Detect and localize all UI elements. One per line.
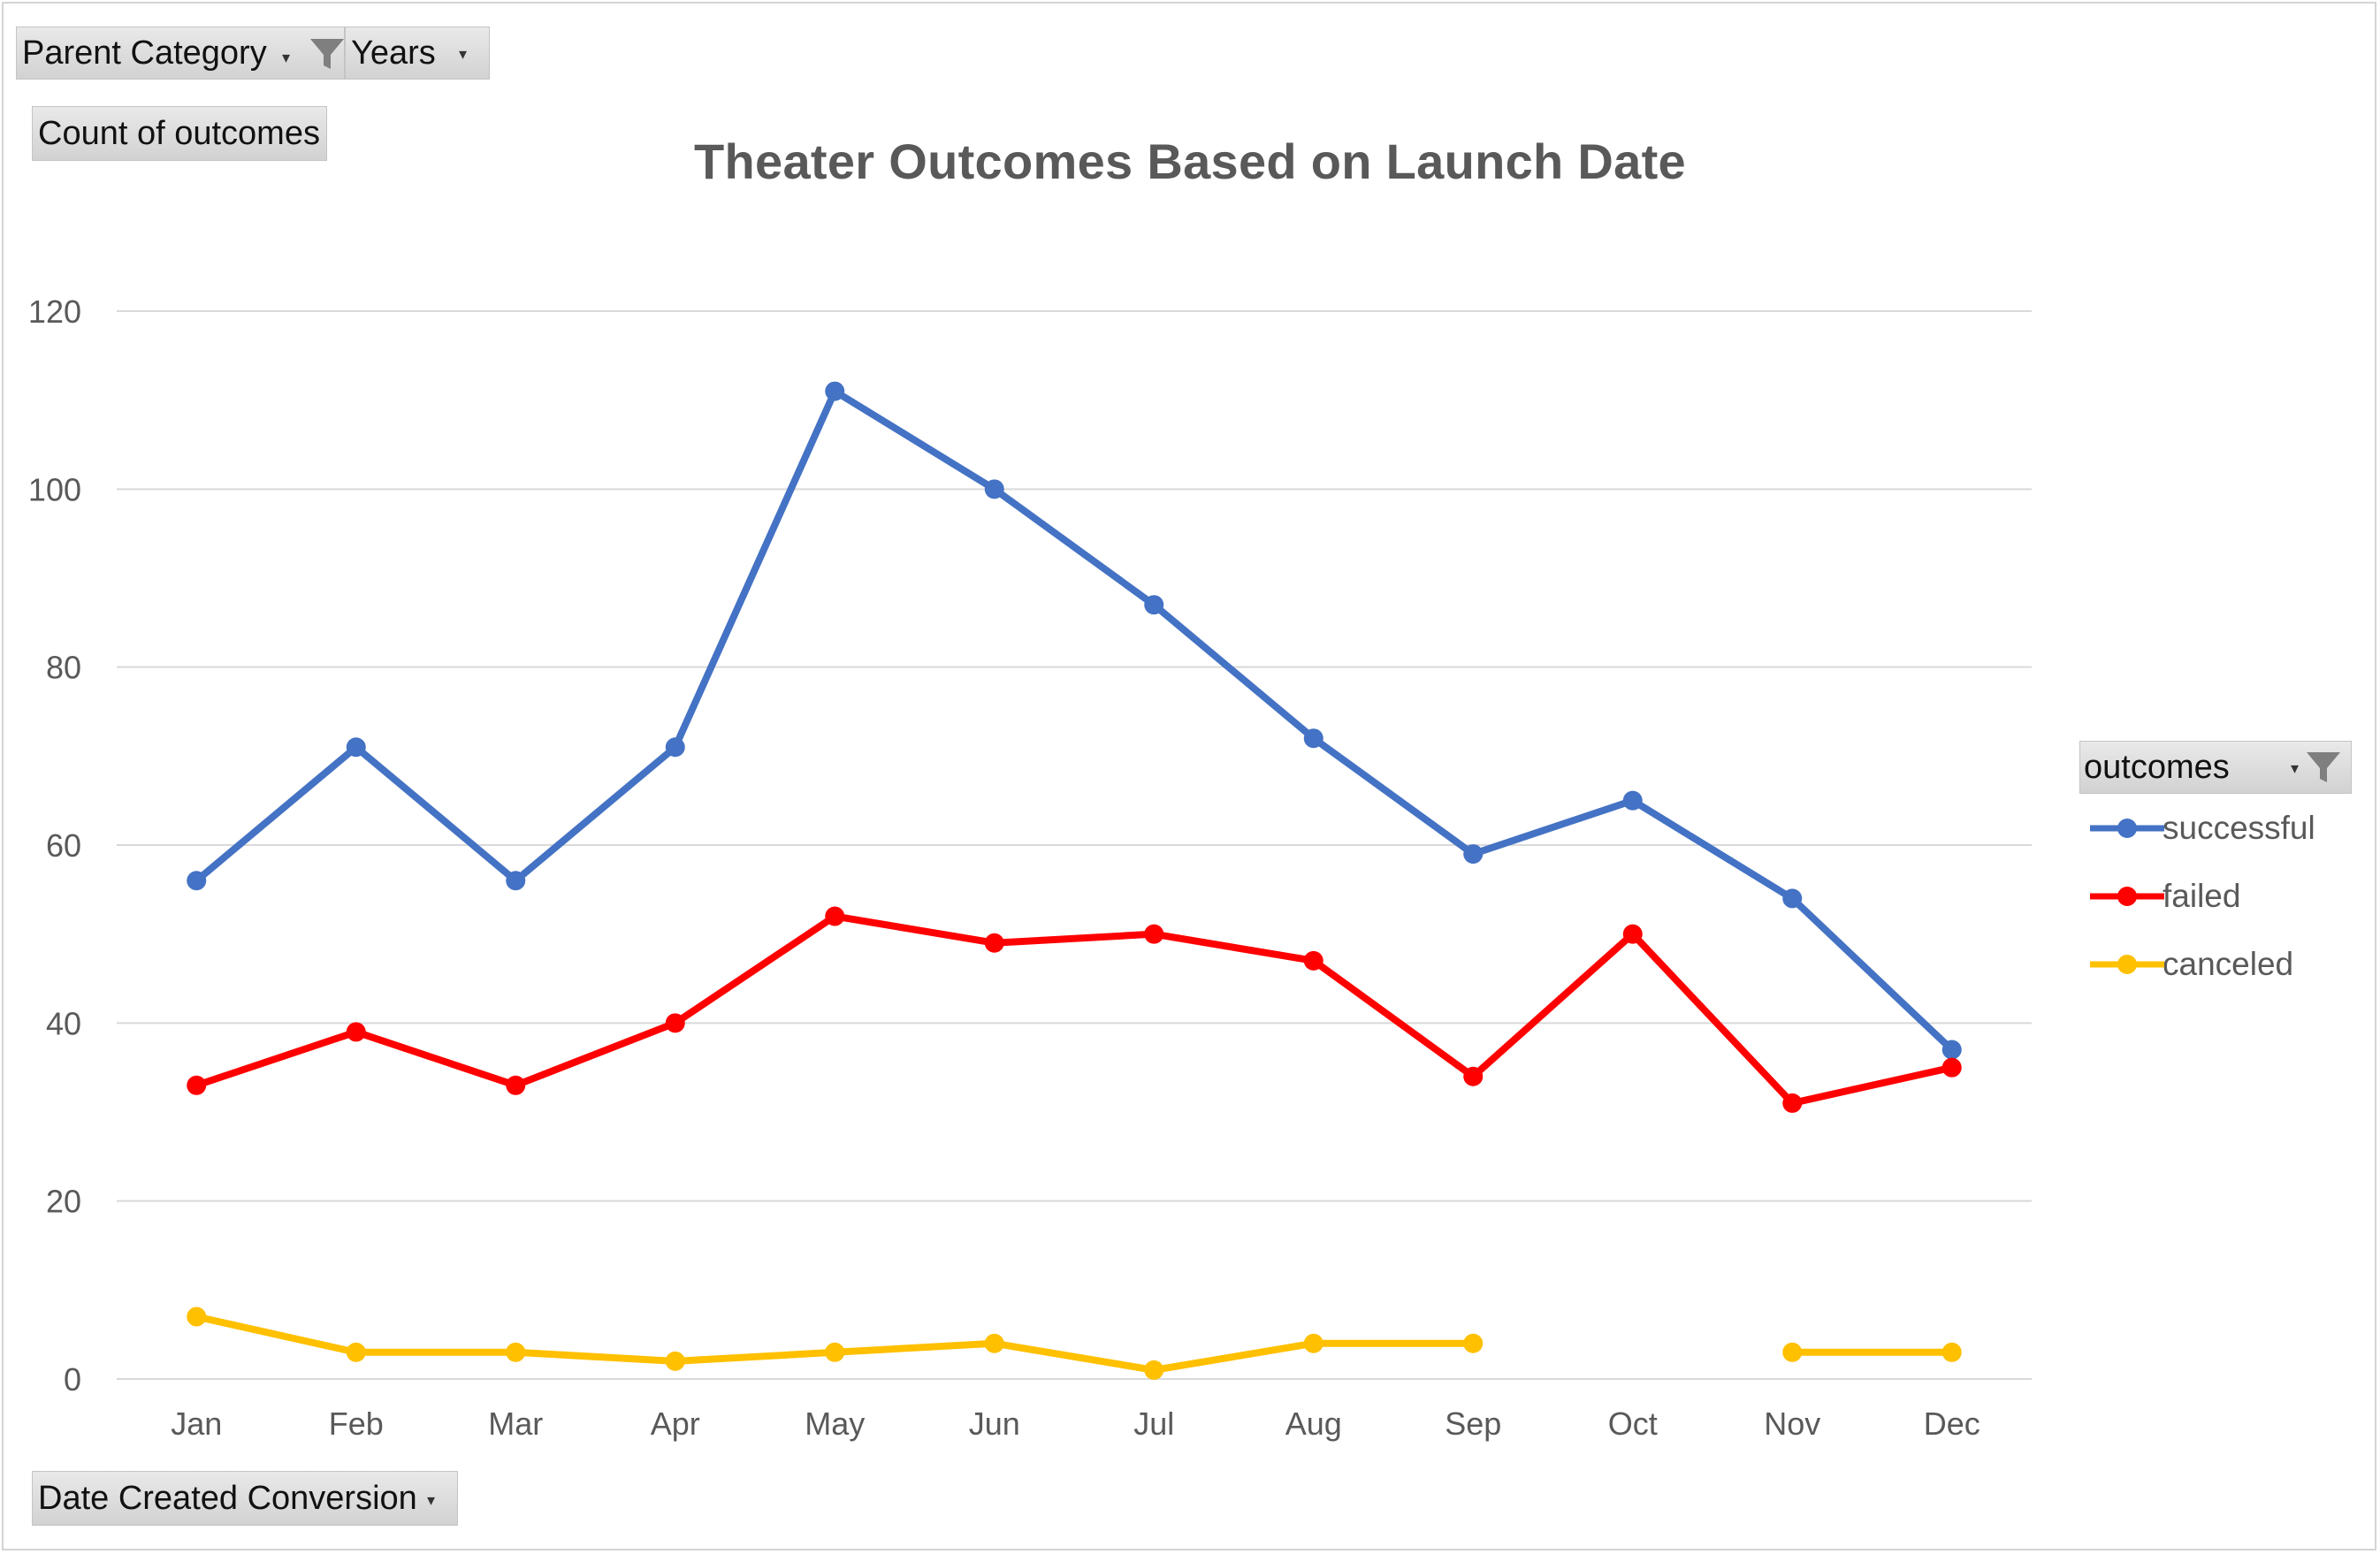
- data-point-successful-Dec[interactable]: [1941, 1040, 1962, 1060]
- data-point-canceled-Jan[interactable]: [187, 1306, 207, 1327]
- x-tick-label: Jun: [969, 1405, 1020, 1442]
- x-tick-label: May: [805, 1405, 865, 1442]
- data-point-successful-Nov[interactable]: [1782, 888, 1803, 909]
- legend-label-successful: successful: [2163, 809, 2315, 846]
- years-label: Years: [351, 34, 436, 72]
- dropdown-arrow-icon: ▾: [459, 45, 468, 63]
- dropdown-arrow-icon: ▾: [282, 49, 291, 66]
- data-point-failed-Feb[interactable]: [346, 1022, 366, 1042]
- data-point-successful-Jan[interactable]: [187, 871, 207, 891]
- legend-swatch-failed: [2090, 886, 2164, 906]
- data-point-successful-Oct[interactable]: [1622, 790, 1643, 811]
- legend-item-canceled: canceled: [2079, 930, 2352, 998]
- years-filter-button[interactable]: Years ▾: [345, 27, 490, 80]
- dropdown-arrow-icon: ▾: [2291, 759, 2300, 777]
- data-point-failed-Oct[interactable]: [1622, 924, 1643, 944]
- data-point-canceled-Jul[interactable]: [1144, 1360, 1164, 1380]
- y-axis-ticks: 0 20 40 60 80 100 120: [28, 293, 81, 1398]
- parent-category-label: Parent Category: [22, 34, 267, 72]
- legend: outcomes ▾ successful failed canceled: [2079, 741, 2352, 998]
- data-point-failed-Jan[interactable]: [187, 1075, 207, 1095]
- series-successful: [187, 381, 1962, 1060]
- legend-label-canceled: canceled: [2163, 945, 2294, 982]
- x-tick-label: Mar: [488, 1405, 543, 1442]
- data-point-canceled-Apr[interactable]: [665, 1351, 685, 1371]
- x-tick-label: Feb: [329, 1405, 384, 1442]
- y-tick-label: 100: [28, 471, 81, 507]
- dropdown-arrow-icon: ▾: [427, 1491, 436, 1509]
- data-point-successful-May[interactable]: [825, 381, 845, 401]
- data-point-failed-Dec[interactable]: [1941, 1057, 1962, 1078]
- date-created-conversion-label: Date Created Conversion: [38, 1479, 417, 1517]
- x-axis-ticks: Jan Feb Mar Apr May Jun Jul Aug Sep Oct Nov Dec: [171, 1405, 1980, 1442]
- data-point-failed-Jun[interactable]: [984, 933, 1004, 953]
- x-tick-label: Sep: [1445, 1405, 1501, 1442]
- y-tick-label: 0: [64, 1361, 81, 1398]
- x-tick-label: Oct: [1608, 1405, 1658, 1442]
- data-point-successful-Mar[interactable]: [506, 871, 526, 891]
- date-created-conversion-button[interactable]: Date Created Conversion ▾: [32, 1471, 458, 1526]
- data-point-successful-Feb[interactable]: [346, 737, 366, 758]
- x-tick-label: Jan: [171, 1405, 222, 1442]
- data-point-canceled-May[interactable]: [825, 1342, 845, 1362]
- series-line-failed: [193, 912, 1956, 1107]
- data-point-failed-Apr[interactable]: [665, 1013, 685, 1033]
- data-point-canceled-Sep[interactable]: [1463, 1333, 1484, 1353]
- legend-outcomes-filter-button[interactable]: outcomes ▾: [2079, 741, 2352, 794]
- y-tick-label: 120: [28, 293, 81, 330]
- y-tick-label: 40: [46, 1005, 81, 1041]
- data-point-failed-Nov[interactable]: [1782, 1093, 1803, 1113]
- data-point-canceled-Aug[interactable]: [1303, 1333, 1323, 1353]
- series-line-successful: [193, 387, 1956, 1054]
- data-point-failed-Jul[interactable]: [1144, 924, 1164, 944]
- data-point-successful-Sep[interactable]: [1463, 844, 1484, 865]
- data-point-successful-Jul[interactable]: [1144, 595, 1164, 615]
- chart-title: Theater Outcomes Based on Launch Date: [693, 133, 1687, 189]
- data-point-failed-Mar[interactable]: [506, 1075, 526, 1095]
- data-point-canceled-Mar[interactable]: [506, 1342, 526, 1362]
- x-tick-label: Nov: [1764, 1405, 1820, 1442]
- legend-swatch-successful: [2090, 818, 2164, 838]
- data-point-failed-Sep[interactable]: [1463, 1066, 1484, 1086]
- legend-title: outcomes: [2084, 748, 2230, 786]
- data-point-successful-Jun[interactable]: [984, 479, 1004, 499]
- funnel-filter-icon: [2307, 752, 2340, 782]
- series-canceled: [187, 1306, 1962, 1380]
- count-of-outcomes-label: Count of outcomes: [38, 114, 320, 152]
- data-point-canceled-Jun[interactable]: [984, 1333, 1004, 1353]
- legend-item-successful: successful: [2079, 794, 2352, 862]
- x-tick-label: Jul: [1133, 1405, 1174, 1442]
- x-tick-label: Aug: [1285, 1405, 1342, 1442]
- funnel-filter-icon: [310, 39, 344, 69]
- count-of-outcomes-button[interactable]: Count of outcomes: [32, 106, 327, 161]
- y-tick-label: 80: [46, 650, 81, 686]
- legend-item-failed: failed: [2079, 862, 2352, 930]
- legend-label-failed: failed: [2163, 877, 2241, 914]
- data-point-failed-Aug[interactable]: [1303, 950, 1323, 971]
- gridlines: [117, 310, 2032, 1380]
- legend-swatch-canceled: [2090, 954, 2164, 974]
- x-tick-label: Dec: [1924, 1405, 1980, 1442]
- data-point-successful-Apr[interactable]: [665, 737, 685, 758]
- data-point-canceled-Feb[interactable]: [346, 1342, 366, 1362]
- x-tick-label: Apr: [651, 1405, 700, 1442]
- parent-category-filter-button[interactable]: Parent Category ▾: [16, 27, 345, 80]
- data-point-canceled-Dec[interactable]: [1941, 1342, 1962, 1362]
- data-point-failed-May[interactable]: [825, 906, 845, 926]
- y-tick-label: 60: [46, 827, 81, 864]
- y-tick-label: 20: [46, 1184, 81, 1220]
- data-point-successful-Aug[interactable]: [1303, 728, 1323, 749]
- series-failed: [187, 906, 1962, 1113]
- series-lines: [187, 381, 1962, 1380]
- data-point-canceled-Nov[interactable]: [1782, 1342, 1803, 1362]
